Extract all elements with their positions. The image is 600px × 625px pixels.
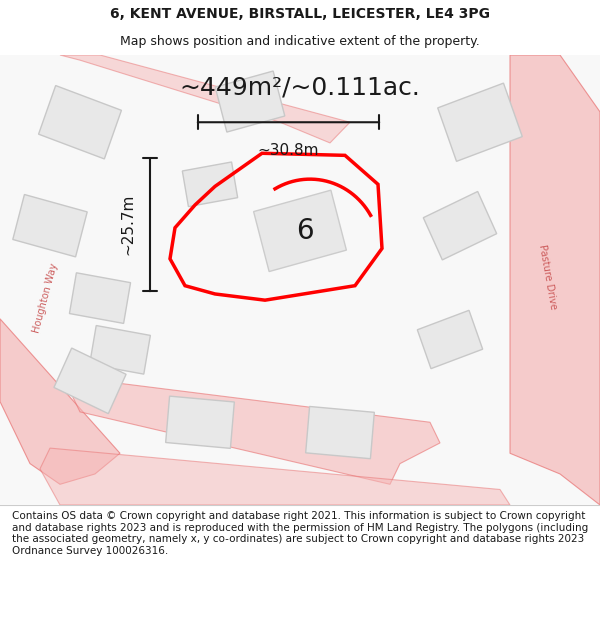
Polygon shape xyxy=(89,326,151,374)
Polygon shape xyxy=(54,348,126,414)
Text: Map shows position and indicative extent of the property.: Map shows position and indicative extent… xyxy=(120,35,480,48)
Text: ~25.7m: ~25.7m xyxy=(120,194,135,256)
Text: 6, KENT AVENUE, BIRSTALL, LEICESTER, LE4 3PG: 6, KENT AVENUE, BIRSTALL, LEICESTER, LE4… xyxy=(110,7,490,21)
Text: Houghton Way: Houghton Way xyxy=(31,262,59,334)
Text: ~30.8m: ~30.8m xyxy=(258,143,319,158)
Polygon shape xyxy=(60,55,350,143)
Polygon shape xyxy=(510,55,600,505)
Polygon shape xyxy=(70,381,440,484)
Polygon shape xyxy=(13,194,87,257)
Polygon shape xyxy=(305,406,374,459)
Polygon shape xyxy=(0,319,120,484)
Polygon shape xyxy=(254,190,346,271)
Polygon shape xyxy=(38,86,121,159)
Polygon shape xyxy=(182,162,238,207)
Text: 6: 6 xyxy=(296,217,314,245)
Polygon shape xyxy=(40,448,510,505)
Polygon shape xyxy=(166,396,235,448)
Polygon shape xyxy=(215,71,285,132)
Polygon shape xyxy=(438,83,522,161)
Text: ~449m²/~0.111ac.: ~449m²/~0.111ac. xyxy=(179,76,421,100)
Polygon shape xyxy=(424,191,497,260)
Text: Contains OS data © Crown copyright and database right 2021. This information is : Contains OS data © Crown copyright and d… xyxy=(12,511,588,556)
Text: Pasture Drive: Pasture Drive xyxy=(538,244,559,311)
Polygon shape xyxy=(70,272,131,323)
Polygon shape xyxy=(418,310,482,369)
